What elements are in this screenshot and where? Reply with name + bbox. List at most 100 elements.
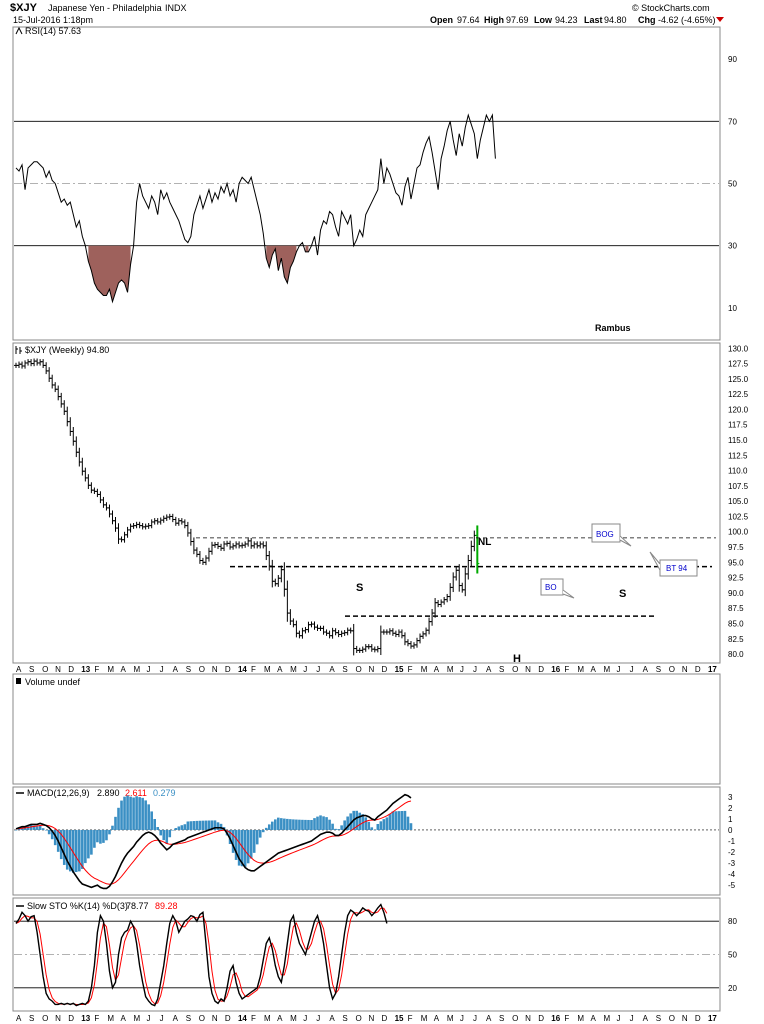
- macd-histogram-bar: [23, 827, 27, 830]
- chg-label: Chg: [638, 15, 656, 25]
- x-axis-month-label: M: [577, 665, 584, 674]
- price-bar: [267, 550, 272, 571]
- price-bar: [228, 540, 233, 550]
- price-bar: [249, 537, 254, 549]
- x-axis-month-label: 15: [395, 665, 404, 674]
- price-bar: [140, 522, 145, 530]
- x-axis-month-label: M: [290, 1014, 297, 1023]
- down-arrow-icon: [716, 17, 724, 22]
- copyright: © StockCharts.com: [632, 3, 710, 13]
- price-legend-text: $XJY (Weekly) 94.80: [25, 345, 109, 355]
- bt94-callout-pointer: [649, 551, 661, 571]
- x-axis-month-label: F: [564, 1014, 569, 1023]
- x-axis-month-label: D: [68, 665, 74, 674]
- x-axis-month-label: J: [473, 665, 477, 674]
- left-shoulder-label: S: [356, 582, 363, 594]
- author-label: Rambus: [595, 323, 631, 333]
- price-bar: [306, 621, 311, 633]
- volume-legend-icon: [16, 678, 21, 684]
- price-bar: [360, 646, 365, 654]
- price-bar: [128, 523, 133, 533]
- x-axis-month-label: A: [590, 1014, 596, 1023]
- rsi-tick-label: 30: [728, 242, 737, 251]
- price-bar: [270, 559, 275, 588]
- x-axis-month-label: A: [277, 665, 283, 674]
- price-bar: [161, 515, 166, 523]
- macd-histogram-bar: [68, 829, 72, 872]
- price-bar: [393, 630, 398, 638]
- timestamp: 15-Jul-2016 1:18pm: [13, 15, 93, 25]
- x-axis-month-label: O: [669, 1014, 675, 1023]
- x-axis-month-label: M: [134, 1014, 141, 1023]
- macd-histogram-bar: [38, 825, 42, 830]
- price-bar: [258, 541, 263, 549]
- price-bar: [396, 629, 401, 638]
- price-bar: [457, 564, 462, 592]
- rsi-legend: RSI(14) 57.63: [15, 26, 81, 36]
- macd-histogram-bar: [195, 820, 199, 830]
- price-bar: [56, 385, 61, 401]
- macd-histogram-bar: [120, 800, 123, 830]
- x-axis-month-label: S: [499, 1014, 504, 1023]
- price-bar: [472, 530, 477, 552]
- macd-histogram-bar: [298, 819, 301, 830]
- price-bar: [237, 541, 242, 549]
- macd-histogram-bar: [388, 814, 392, 830]
- macd-histogram-bar: [207, 820, 211, 830]
- price-bar: [170, 513, 175, 523]
- macd-histogram-bar: [355, 810, 359, 830]
- rsi-tick-label: 10: [728, 304, 737, 313]
- macd-histogram-bar: [183, 824, 187, 830]
- x-axis-month-label: A: [120, 665, 126, 674]
- price-bar: [92, 487, 97, 495]
- x-axis-month-label: N: [369, 1014, 375, 1023]
- x-axis-month-label: J: [147, 1014, 151, 1023]
- macd-histogram-bar: [174, 828, 178, 830]
- price-bar: [402, 632, 407, 646]
- x-axis-month-label: S: [342, 1014, 347, 1023]
- price-bar: [216, 541, 221, 550]
- bog-callout-pointer: [619, 535, 632, 547]
- price-bar: [252, 541, 257, 549]
- price-bar: [234, 541, 239, 549]
- chg-value: -4.62 (-4.65%): [658, 15, 716, 25]
- price-bar: [451, 572, 456, 593]
- macd-histogram-bar: [403, 810, 407, 830]
- price-bar: [149, 519, 154, 529]
- price-bar: [68, 417, 73, 436]
- macd-histogram-bar: [138, 797, 141, 830]
- x-axis-month-label: D: [68, 1014, 74, 1023]
- price-bar: [411, 642, 416, 649]
- x-axis-month-label: A: [16, 1014, 22, 1023]
- x-axis-month-label: N: [682, 1014, 688, 1023]
- macd-histogram-bar: [47, 829, 51, 835]
- rsi-tick-label: 50: [728, 180, 737, 189]
- price-bar: [71, 426, 76, 446]
- x-axis-month-label: J: [630, 1014, 634, 1023]
- macd-histogram-bar: [310, 820, 313, 830]
- macd-histogram-bar: [264, 827, 268, 830]
- price-bar: [80, 457, 85, 476]
- macd-histogram-bar: [189, 821, 193, 830]
- price-bar: [152, 518, 157, 525]
- macd-histogram-bar: [71, 829, 75, 873]
- price-bar: [77, 447, 82, 467]
- price-bar: [243, 541, 248, 548]
- macd-histogram-bar: [168, 829, 172, 838]
- x-axis-month-label: S: [656, 1014, 661, 1023]
- x-axis-month-label: M: [107, 665, 114, 674]
- macd-histogram-bar: [228, 829, 232, 845]
- macd-legend-value: 2.890: [97, 788, 120, 798]
- macd-histogram-bar: [132, 797, 135, 830]
- last-value: 94.80: [604, 15, 627, 25]
- x-axis-month-label: O: [42, 1014, 48, 1023]
- x-axis-month-label: D: [538, 665, 544, 674]
- x-axis-month-label: J: [460, 1014, 464, 1023]
- macd-histogram-bar: [41, 828, 45, 830]
- x-axis-month-label: 17: [708, 665, 717, 674]
- low-value: 94.23: [555, 15, 578, 25]
- high-value: 97.69: [506, 15, 529, 25]
- macd-histogram-bar: [409, 823, 413, 830]
- macd-histogram-bar: [240, 829, 244, 867]
- macd-histogram-bar: [322, 816, 325, 830]
